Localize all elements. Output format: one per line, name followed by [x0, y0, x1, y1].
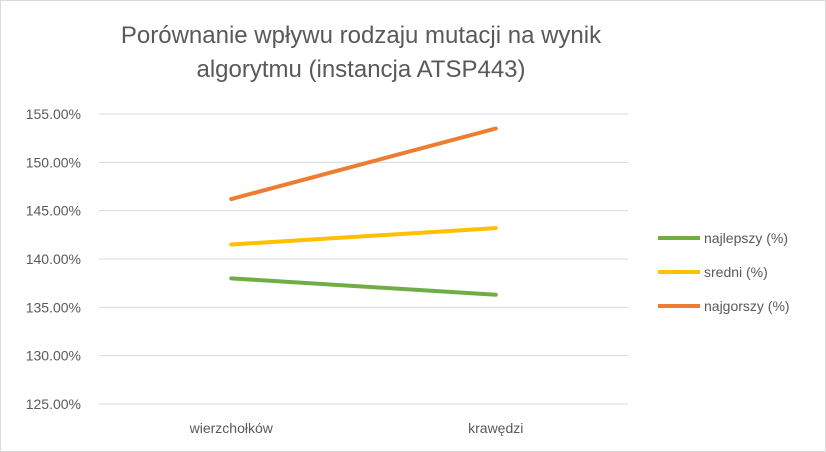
y-tick-label: 140.00%: [26, 251, 81, 267]
series-line-2: [229, 126, 498, 202]
y-tick-label: 145.00%: [26, 203, 81, 219]
y-tick-label: 135.00%: [26, 299, 81, 315]
legend-label-2: najgorszy (%): [704, 298, 790, 314]
chart-title: Porównanie wpływu rodzaju mutacji na wyn…: [61, 19, 661, 87]
legend-label-1: sredni (%): [704, 264, 768, 280]
x-tick-label: krawędzi: [468, 420, 523, 436]
y-tick-label: 155.00%: [26, 106, 81, 122]
y-tick-label: 125.00%: [26, 396, 81, 412]
x-tick-label: wierzchołków: [189, 420, 274, 436]
y-tick-label: 150.00%: [26, 154, 81, 170]
series-line-0: [229, 276, 498, 297]
chart-title-line-1: Porównanie wpływu rodzaju mutacji na wyn…: [120, 22, 602, 49]
series-line-1: [229, 226, 498, 247]
chart-title-line-2: algorytmu (instancja ATSP443): [196, 56, 526, 83]
y-tick-label: 130.00%: [26, 348, 81, 364]
legend-label-0: najlepszy (%): [704, 230, 788, 246]
